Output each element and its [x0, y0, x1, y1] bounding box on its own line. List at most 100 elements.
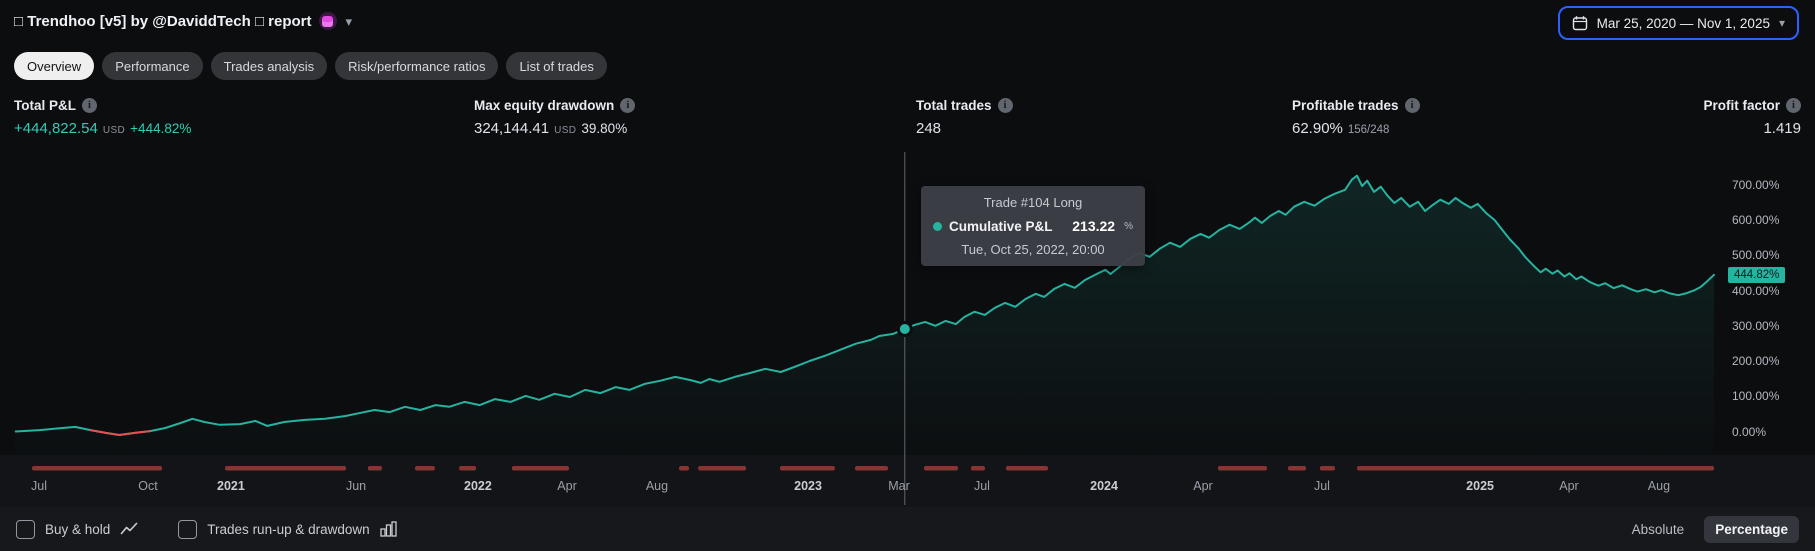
- series-dot-icon: [933, 221, 942, 231]
- drawdown-period-bar: [1217, 466, 1267, 471]
- tooltip-value: 213.22: [1072, 218, 1116, 234]
- y-axis-label: 700.00%: [1732, 177, 1780, 192]
- x-axis-label: Jul: [1313, 479, 1330, 493]
- drawdown-period-bar: [855, 466, 888, 471]
- calendar-icon: [1572, 16, 1587, 31]
- chart-tooltip: Trade #104 Long Cumulative P&L 213.22 % …: [921, 186, 1145, 266]
- stat-label: Total P&L: [14, 98, 76, 113]
- tooltip-trade-title: Trade #104 Long: [983, 195, 1083, 210]
- stat-currency: USD: [554, 125, 577, 136]
- checkbox-label: Buy & hold: [45, 521, 111, 537]
- drawdown-period-bar: [32, 466, 163, 471]
- info-icon[interactable]: i: [1786, 98, 1801, 113]
- stat-label: Max equity drawdown: [474, 98, 615, 113]
- stat-currency: USD: [102, 125, 126, 136]
- date-range-value: Mar 25, 2020 — Nov 1, 2025: [1596, 15, 1770, 31]
- drawdown-period-bar: [1006, 466, 1048, 471]
- stat-value: 1.419: [1763, 120, 1801, 137]
- stat-extra: +444.82%: [130, 121, 192, 136]
- report-title-group[interactable]: □ Trendhoo [v5] by @DaviddTech □ report …: [14, 12, 352, 30]
- stat-profitable-trades: Profitable trades i 62.90% 156/248: [1292, 98, 1420, 137]
- topbar: □ Trendhoo [v5] by @DaviddTech □ report …: [0, 0, 1815, 46]
- tab-list-of-trades[interactable]: List of trades: [506, 52, 607, 80]
- toggle-buy-hold[interactable]: Buy & hold: [16, 519, 138, 539]
- stat-extra: 156/248: [1347, 124, 1390, 136]
- info-icon[interactable]: i: [1404, 98, 1420, 113]
- tooltip-series-name: Cumulative P&L: [949, 218, 1053, 234]
- stats-row: Total P&L i +444,822.54 USD +444.82% Max equi…: [0, 98, 1815, 148]
- tab-risk-performance-ratios[interactable]: Risk/performance ratios: [335, 52, 499, 80]
- x-axis-label: 2024: [1090, 479, 1118, 493]
- mode-percentage-button[interactable]: Percentage: [1704, 515, 1799, 543]
- tooltip-value-unit: %: [1124, 220, 1133, 232]
- stat-value: 62.90%: [1292, 120, 1343, 137]
- y-axis-label: 300.00%: [1732, 318, 1780, 333]
- equity-curve-area: [14, 175, 1714, 455]
- x-axis-label: 2021: [217, 479, 245, 493]
- stat-label: Profitable trades: [1292, 98, 1399, 113]
- current-value-badge: 444.82%: [1728, 266, 1786, 283]
- x-axis-label: Mar: [888, 479, 910, 493]
- info-icon[interactable]: i: [997, 98, 1013, 113]
- x-axis-label: 2022: [464, 479, 492, 493]
- drawdown-period-bar: [1288, 466, 1306, 471]
- stat-max-equity-drawdown: Max equity drawdown i 324,144.41 USD 39.80%: [474, 98, 636, 137]
- date-range-picker[interactable]: Mar 25, 2020 — Nov 1, 2025 ▾: [1557, 6, 1799, 40]
- stat-total-trades: Total trades i 248: [916, 98, 1013, 137]
- x-axis-label: 2025: [1466, 479, 1494, 493]
- overlay-toggles: Buy & hold Trades run-up & drawdown: [16, 519, 397, 539]
- strategy-emoji-icon: [318, 12, 337, 30]
- y-axis-label: 400.00%: [1732, 283, 1780, 298]
- display-mode-switch: Absolute Percentage: [1628, 515, 1799, 543]
- equity-curve-line: [14, 174, 1715, 436]
- y-axis-label: 200.00%: [1732, 354, 1780, 369]
- drawdown-period-bar: [924, 466, 958, 471]
- toggle-trades-run-up-drawdown[interactable]: Trades run-up & drawdown: [178, 519, 397, 539]
- chevron-down-icon: ▾: [1778, 16, 1785, 30]
- stat-value: 324,144.41: [474, 120, 550, 137]
- x-axis-label: Apr: [1193, 479, 1213, 493]
- page-title: □ Trendhoo [v5] by @DaviddTech □ report: [14, 12, 312, 30]
- drawdown-period-bar: [415, 466, 435, 471]
- stat-total-p-l: Total P&L i +444,822.54 USD +444.82%: [14, 98, 191, 137]
- line-chart-icon: [120, 521, 138, 537]
- drawdown-period-bar: [459, 466, 477, 471]
- y-axis-label: 500.00%: [1732, 248, 1780, 263]
- y-axis-label: 100.00%: [1732, 389, 1780, 404]
- checkbox[interactable]: [178, 519, 198, 539]
- drawdown-period-bar: [698, 466, 746, 471]
- drawdown-period-bar: [367, 466, 382, 471]
- info-icon[interactable]: i: [620, 98, 636, 113]
- checkbox[interactable]: [16, 519, 35, 539]
- stat-value: +444,822.54: [14, 120, 98, 137]
- drawdown-period-bar: [1357, 466, 1714, 471]
- y-axis-label: 600.00%: [1732, 213, 1780, 228]
- info-icon[interactable]: i: [82, 98, 97, 113]
- tab-trades-analysis[interactable]: Trades analysis: [210, 52, 328, 80]
- chevron-down-icon[interactable]: ▾: [345, 13, 353, 29]
- drawdown-period-bar: [225, 466, 346, 471]
- trade-marker-dot: [896, 320, 913, 337]
- x-axis-label: 2023: [794, 479, 822, 493]
- tab-performance[interactable]: Performance: [102, 52, 203, 80]
- bar-chart-icon: [379, 521, 397, 537]
- stat-label: Profit factor: [1703, 98, 1780, 113]
- chart-footer: Buy & hold Trades run-up & drawdown Absol…: [0, 507, 1815, 551]
- x-axis-label: Apr: [1559, 479, 1579, 493]
- report-tabs: Overview Performance Trades analysis Risk/p…: [14, 52, 607, 80]
- y-axis-label: 0.00%: [1732, 424, 1767, 439]
- x-axis-label: Jul: [973, 479, 990, 493]
- stat-label: Total trades: [916, 98, 992, 113]
- drawdown-period-bar: [780, 466, 835, 471]
- stat-value: 248: [916, 120, 942, 137]
- tooltip-timestamp: Tue, Oct 25, 2022, 20:00: [961, 242, 1105, 257]
- checkbox-label: Trades run-up & drawdown: [207, 521, 370, 537]
- x-axis-label: Jun: [345, 479, 367, 493]
- mode-absolute-button[interactable]: Absolute: [1628, 516, 1689, 543]
- tab-overview[interactable]: Overview: [14, 52, 95, 80]
- stat-extra: 39.80%: [581, 121, 628, 136]
- drawdown-period-bar: [679, 466, 689, 471]
- drawdown-period-bar: [970, 466, 985, 471]
